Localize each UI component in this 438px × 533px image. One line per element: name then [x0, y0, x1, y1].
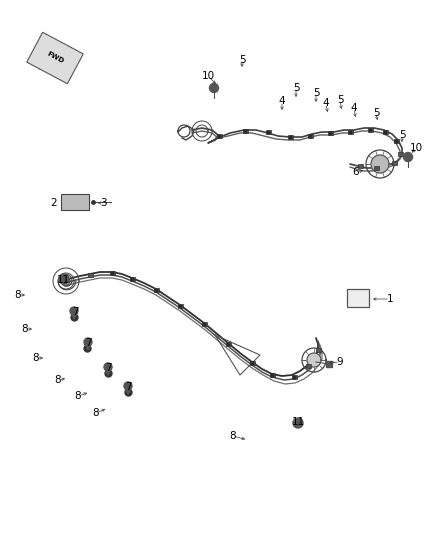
Bar [393, 139, 399, 143]
Text: 5: 5 [373, 108, 379, 118]
Polygon shape [125, 388, 131, 394]
Text: 8: 8 [15, 290, 21, 300]
Polygon shape [85, 344, 91, 350]
Bar [177, 304, 183, 308]
Text: 7: 7 [125, 382, 131, 392]
Bar [110, 271, 114, 275]
Text: 5: 5 [399, 130, 405, 140]
Bar [153, 288, 159, 292]
Circle shape [209, 84, 219, 93]
Text: 8: 8 [55, 375, 61, 385]
Text: 5: 5 [239, 55, 245, 65]
Text: 3: 3 [100, 198, 106, 208]
Polygon shape [105, 369, 111, 375]
Polygon shape [71, 313, 77, 319]
Bar [269, 373, 275, 377]
Bar [130, 277, 134, 281]
Bar [382, 130, 388, 134]
Bar [367, 128, 372, 132]
Text: 8: 8 [93, 408, 99, 418]
Bar [265, 130, 271, 134]
Text: 6: 6 [353, 167, 359, 177]
Text: 2: 2 [51, 198, 57, 208]
Text: 7: 7 [72, 307, 78, 317]
Circle shape [124, 382, 132, 390]
Text: 4: 4 [323, 98, 329, 108]
Bar [61, 194, 89, 210]
Text: 8: 8 [22, 324, 28, 334]
Circle shape [307, 353, 321, 367]
Text: FWD: FWD [46, 51, 64, 65]
Bar [216, 134, 222, 138]
Text: 8: 8 [33, 353, 39, 363]
Text: 9: 9 [337, 357, 343, 367]
Bar [347, 289, 369, 307]
Bar [250, 361, 254, 365]
Text: 10: 10 [410, 143, 423, 153]
Circle shape [59, 274, 69, 284]
Text: 4: 4 [279, 96, 285, 106]
Circle shape [84, 338, 92, 346]
Circle shape [104, 363, 112, 371]
Text: 11: 11 [57, 275, 70, 285]
Bar [392, 161, 396, 165]
Bar [226, 342, 230, 346]
Bar [305, 364, 311, 368]
Bar [287, 135, 293, 139]
Text: 10: 10 [201, 71, 215, 81]
Circle shape [293, 418, 303, 428]
Circle shape [371, 155, 389, 173]
Bar [347, 130, 353, 134]
Bar [88, 273, 92, 277]
Circle shape [70, 307, 78, 315]
Bar [398, 152, 403, 156]
Bar [328, 131, 332, 135]
Text: 8: 8 [75, 391, 81, 401]
Text: 8: 8 [230, 431, 237, 441]
Bar [243, 129, 247, 133]
Bar [374, 166, 378, 170]
Text: 5: 5 [337, 95, 343, 105]
Bar [292, 375, 297, 379]
Text: 5: 5 [293, 83, 299, 93]
Bar [307, 134, 312, 138]
Text: 5: 5 [313, 88, 319, 98]
Bar [357, 164, 363, 168]
Text: 7: 7 [105, 363, 111, 373]
Bar [315, 348, 321, 352]
Bar [201, 322, 206, 326]
Text: 11: 11 [291, 417, 304, 427]
Text: 4: 4 [351, 103, 357, 113]
Circle shape [403, 152, 413, 161]
Text: 1: 1 [387, 294, 393, 304]
Text: 7: 7 [85, 338, 91, 348]
